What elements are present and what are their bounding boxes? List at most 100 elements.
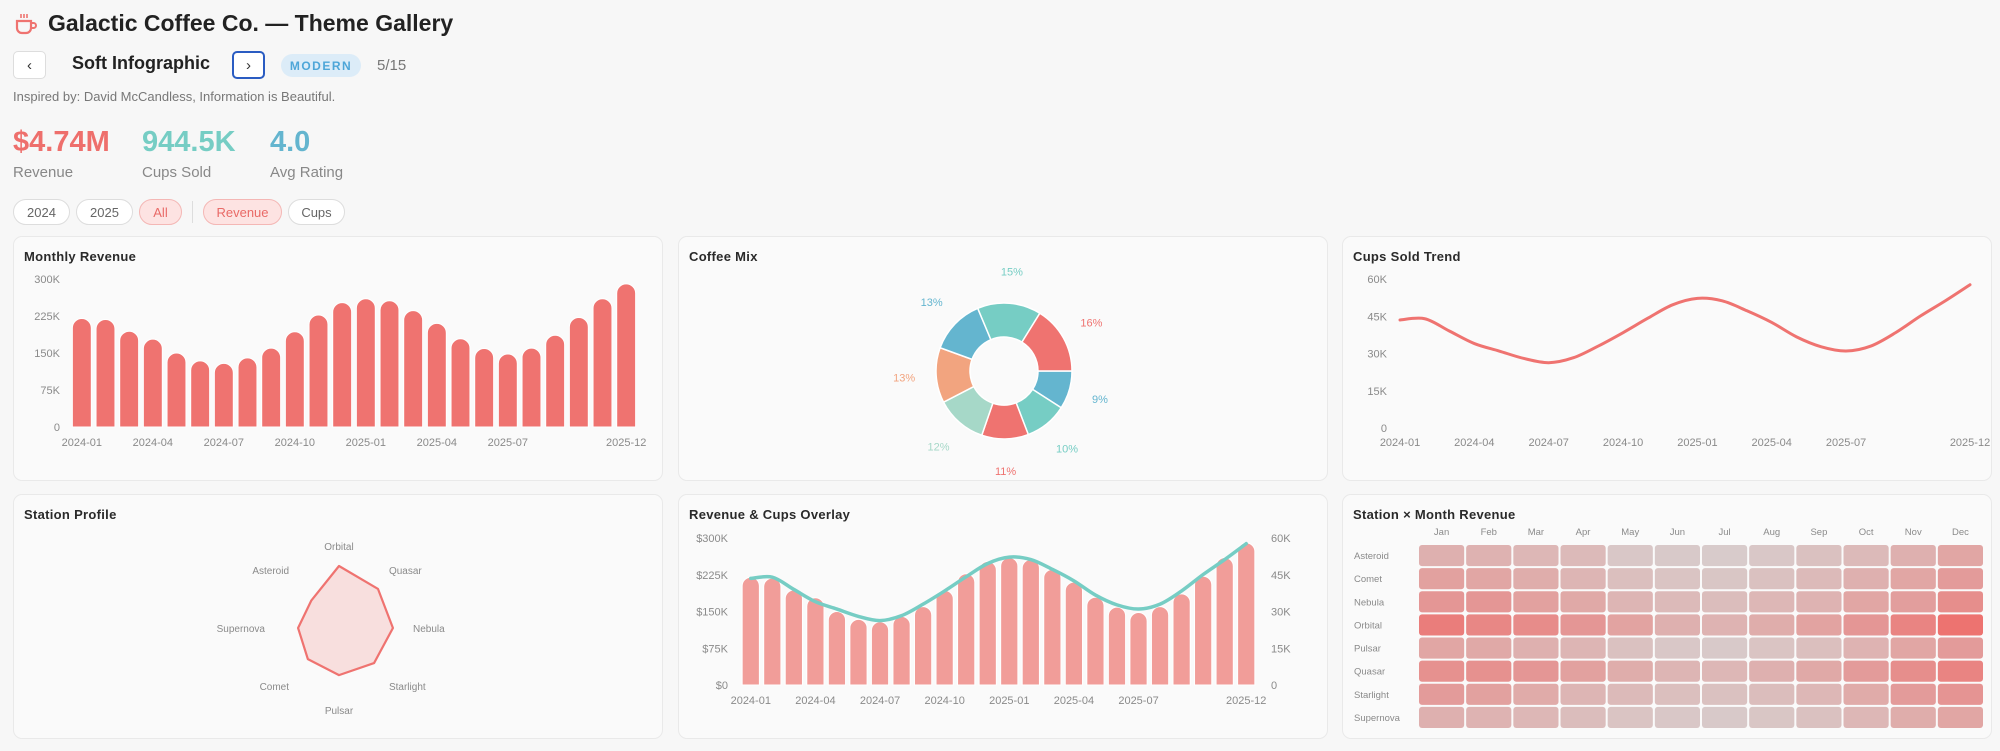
kpi-revenue-value: $4.74M (13, 126, 110, 158)
heatmap-cell (1843, 545, 1889, 567)
filter-2025[interactable]: 2025 (76, 199, 133, 225)
heatmap-card: Jan Feb Mar Apr May Jun Jul Aug Sep Oct Nov Dec Aste… (1342, 494, 1992, 739)
y-tick-label: 30K (1271, 607, 1291, 619)
heatmap-cell (1560, 568, 1606, 590)
heatmap-cell (1513, 660, 1559, 682)
radar-axis-label: Asteroid (252, 566, 289, 577)
heatmap-cell (1607, 614, 1653, 636)
heatmap-cell (1513, 568, 1559, 590)
heatmap-cell (1937, 545, 1983, 567)
radar-shape (296, 564, 395, 677)
next-theme-button[interactable]: › (232, 51, 265, 79)
station-label: Supernova (1354, 713, 1401, 724)
heatmap-cell (1466, 706, 1512, 728)
revenue-bar (616, 283, 637, 428)
heatmap-cell (1419, 683, 1465, 705)
x-tick-label: 2025-04 (1752, 437, 1792, 449)
filter-all[interactable]: All (139, 199, 182, 225)
heatmap-cell (1466, 637, 1512, 659)
theme-name: Soft Infographic (72, 53, 210, 73)
heatmap-cell (1890, 568, 1936, 590)
x-tick-label: 2024-04 (133, 437, 173, 449)
station-profile-chart: Orbital Quasar Nebula Starlight Pulsar Comet S… (217, 542, 446, 717)
y-tick-label: 150K (34, 348, 60, 360)
overlay-bar (806, 597, 825, 686)
metric-revenue[interactable]: Revenue (203, 199, 282, 225)
heatmap-cell (1702, 591, 1748, 613)
heatmap-cell (1513, 591, 1559, 613)
heatmap-cell (1560, 706, 1606, 728)
overlay-bar (1150, 606, 1170, 686)
radar-axis-label: Comet (260, 682, 290, 693)
heatmap-cell (1607, 683, 1653, 705)
revenue-bar (190, 360, 211, 428)
y-tick-label: $0 (716, 680, 728, 692)
x-tick-label: 2024-10 (1603, 437, 1643, 449)
slice-label: 13% (893, 372, 915, 384)
heatmap-cell (1513, 545, 1559, 567)
x-tick-label: 2025-12 (1226, 695, 1266, 707)
card-title: Station Profile (24, 507, 117, 522)
card-title: Station × Month Revenue (1353, 507, 1516, 522)
overlay-bar (827, 611, 847, 686)
overlay-bar (849, 618, 868, 686)
card-title: Coffee Mix (689, 249, 758, 264)
cups-trend-chart: 0 15K 30K 45K 60K 2024-01 2024-04 2024-07 2024-1… (1367, 274, 1990, 449)
heatmap-cell (1796, 683, 1842, 705)
heatmap-cell (1937, 614, 1983, 636)
heatmap-cell (1890, 637, 1936, 659)
pie-slice (1020, 312, 1073, 372)
heatmap-cell (1890, 683, 1936, 705)
filter-2024[interactable]: 2024 (13, 199, 70, 225)
revenue-bar (213, 362, 234, 428)
y-tick-label: 45K (1271, 570, 1291, 582)
heatmap-cell (1654, 568, 1700, 590)
station-profile-card: Orbital Quasar Nebula Starlight Pulsar Comet S… (13, 494, 663, 739)
heatmap-cell (1749, 591, 1795, 613)
y-tick-label: 30K (1367, 349, 1387, 361)
overlay-bar (1129, 611, 1148, 686)
overlay-bar (935, 589, 954, 686)
revenue-bar (450, 338, 471, 428)
heatmap-cell (1796, 614, 1842, 636)
theme-counter: 5/15 (377, 57, 407, 74)
revenue-bar (284, 331, 305, 428)
heatmap-cell (1749, 614, 1795, 636)
revenue-bar (142, 338, 163, 428)
overlay-bar (1086, 596, 1105, 686)
overlay-bar (1194, 575, 1213, 686)
heatmap-cell (1560, 614, 1606, 636)
kpi-rating-value: 4.0 (270, 126, 311, 158)
heatmap-cell (1654, 591, 1700, 613)
station-label: Pulsar (1354, 644, 1381, 655)
heatmap-cell (1843, 683, 1889, 705)
overlay-bar (741, 576, 760, 686)
overlay-bar (1107, 606, 1127, 686)
heatmap-cell (1607, 545, 1653, 567)
x-tick-label: 2025-01 (346, 437, 386, 449)
prev-theme-button[interactable]: ‹ (13, 51, 46, 79)
heatmap-cell (1466, 568, 1512, 590)
overlay-card: $0 $75K $150K $225K $300K 0 15K 30K 45K 60K 2024-0… (678, 494, 1328, 739)
heatmap-cell (1890, 660, 1936, 682)
heatmap-cell (1890, 614, 1936, 636)
heatmap-cell (1607, 706, 1653, 728)
radar-axis-label: Orbital (324, 542, 353, 553)
coffee-mix-card: 9% 10% 11% 12% 13% 13% 15% 16% Coffee Mix (678, 236, 1328, 481)
heatmap-cell (1654, 706, 1700, 728)
heatmap-cell (1796, 545, 1842, 567)
revenue-bar (119, 330, 140, 428)
overlay-bar (784, 589, 803, 686)
chevron-left-icon: ‹ (27, 56, 32, 74)
metric-cups[interactable]: Cups (288, 199, 345, 225)
radar-axis-label: Starlight (389, 682, 426, 693)
station-month-heatmap-chart: Jan Feb Mar Apr May Jun Jul Aug Sep Oct Nov Dec Aste… (1354, 527, 1983, 728)
y-tick-label: 0 (54, 422, 60, 434)
kpi-cups-label: Cups Sold (142, 164, 212, 181)
heatmap-cell (1419, 545, 1465, 567)
slice-label: 13% (921, 297, 943, 309)
x-tick-label: 2024-04 (795, 695, 835, 707)
x-tick-label: 2025-07 (488, 437, 528, 449)
y-tick-label: 45K (1367, 311, 1387, 323)
y-tick-label: 0 (1381, 423, 1387, 435)
